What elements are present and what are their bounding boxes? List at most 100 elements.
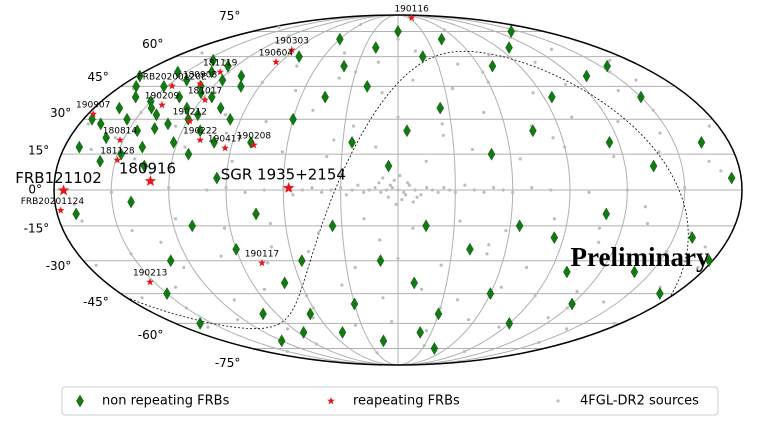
frb-diamond xyxy=(430,342,439,356)
frb-diamond xyxy=(184,147,193,161)
source-dot xyxy=(182,265,186,270)
source-dot xyxy=(213,91,217,95)
frb-diamond xyxy=(507,24,516,38)
source-dot xyxy=(563,145,567,149)
source-dot xyxy=(374,145,378,149)
frb-diamond xyxy=(96,117,105,131)
y-tick-label: -45° xyxy=(83,295,109,309)
frb-diamond xyxy=(182,73,191,87)
source-dot xyxy=(376,60,381,64)
source-dot xyxy=(424,329,429,333)
source-dot xyxy=(243,190,247,194)
source-dot xyxy=(72,202,76,206)
source-dot xyxy=(200,51,204,55)
frb-diamond xyxy=(237,79,245,93)
frb-diamond xyxy=(280,276,289,290)
source-dot xyxy=(608,70,612,74)
source-dot xyxy=(377,181,381,185)
frb-diamond xyxy=(321,90,329,104)
frb-diamond xyxy=(188,219,197,233)
source-dot xyxy=(419,193,423,197)
frb-diamond xyxy=(697,135,706,149)
legend-symbol xyxy=(556,399,560,403)
source-dot xyxy=(224,131,228,135)
celestial-equator xyxy=(125,50,689,330)
frb-diamond xyxy=(371,41,380,55)
frb-diamond xyxy=(138,140,147,154)
grid-line xyxy=(168,14,399,366)
source-dot xyxy=(448,188,452,192)
frb-diamond xyxy=(298,254,306,268)
source-dot xyxy=(339,186,343,190)
frb-diamond xyxy=(252,207,260,221)
frb-label: 190117 xyxy=(245,249,279,259)
frb-diamond xyxy=(422,219,430,233)
frb-star xyxy=(258,259,266,267)
source-dot xyxy=(260,80,265,84)
source-dot xyxy=(616,119,620,124)
frb-diamond xyxy=(218,73,227,87)
source-dot xyxy=(482,110,486,115)
source-dot xyxy=(300,188,305,192)
frb-diamond xyxy=(277,334,286,348)
frb-diamond xyxy=(289,112,297,126)
y-tick-label: -60° xyxy=(138,328,164,342)
source-dot xyxy=(342,51,347,55)
frb-star xyxy=(186,117,194,125)
frb-diamond xyxy=(150,121,159,135)
source-dot xyxy=(390,186,394,190)
frb-diamond xyxy=(207,65,216,79)
source-dot xyxy=(438,306,442,310)
frb-diamond xyxy=(550,231,559,245)
source-dot xyxy=(373,186,377,190)
frb-diamond xyxy=(336,32,344,46)
frb-diamond xyxy=(259,307,267,321)
frb-diamond xyxy=(630,265,639,279)
source-dot xyxy=(398,174,402,178)
frb-diamond xyxy=(131,90,140,104)
source-dot xyxy=(411,78,415,82)
grid-line xyxy=(397,14,686,366)
frb-star xyxy=(158,101,166,109)
source-dot xyxy=(485,252,489,256)
source-dot xyxy=(183,145,187,149)
frb-diamond xyxy=(140,159,149,173)
source-dot xyxy=(696,265,700,270)
source-dot xyxy=(470,147,474,152)
source-dot xyxy=(422,343,426,348)
frb-label: FRB20201124 xyxy=(21,197,85,207)
source-dot xyxy=(413,188,417,192)
source-dot xyxy=(133,157,137,161)
frb-diamond xyxy=(210,135,218,149)
frb-diamond xyxy=(582,69,591,83)
map-border xyxy=(53,14,743,366)
source-dot xyxy=(139,110,143,115)
frb-diamond xyxy=(96,154,104,168)
source-dot xyxy=(411,226,415,230)
source-dot xyxy=(658,131,662,135)
frb-diamond xyxy=(147,101,156,115)
source-dot xyxy=(269,245,274,249)
source-dot xyxy=(396,115,400,119)
source-dot xyxy=(407,183,412,187)
source-dot xyxy=(173,217,178,221)
source-dot xyxy=(400,197,404,202)
source-dot xyxy=(501,188,505,192)
legend-symbol xyxy=(327,397,335,405)
source-dot xyxy=(388,183,392,187)
source-dot xyxy=(719,169,723,173)
frb-star xyxy=(89,110,97,118)
source-dot xyxy=(294,89,298,93)
frb-label: 190604 xyxy=(259,49,294,59)
source-dot xyxy=(180,78,184,82)
frb-label: 181017 xyxy=(188,86,222,96)
source-dot xyxy=(310,186,314,190)
source-dot xyxy=(441,133,445,137)
source-dot xyxy=(268,221,273,226)
source-dot xyxy=(184,306,188,310)
frb-star xyxy=(196,79,204,88)
source-dot xyxy=(344,193,349,197)
grid-line xyxy=(282,14,399,366)
source-dot xyxy=(375,351,379,355)
source-dot xyxy=(442,186,446,190)
